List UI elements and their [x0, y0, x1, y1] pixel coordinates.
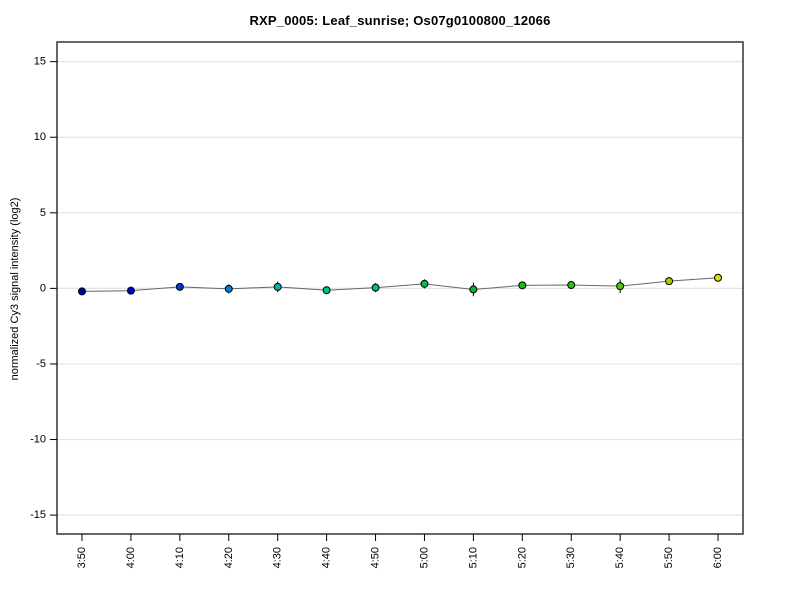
y-tick-label: -10: [30, 434, 46, 446]
x-tick-label: 5:40: [614, 547, 626, 568]
y-tick-label: -5: [36, 358, 46, 370]
data-point: [420, 279, 429, 288]
x-tick-label: 4:30: [272, 547, 284, 568]
data-point: [714, 273, 722, 282]
x-tick-label: 6:00: [712, 547, 724, 568]
data-point: [322, 286, 331, 295]
x-tick-label: 3:50: [76, 547, 88, 568]
data-point: [175, 282, 184, 291]
data-point: [665, 277, 674, 286]
y-tick-label: 15: [34, 56, 46, 68]
series-line: [81, 277, 719, 292]
x-tick-label: 4:40: [321, 547, 333, 568]
data-point: [371, 283, 380, 292]
x-tick-label: 5:00: [418, 547, 430, 568]
y-tick-label: 10: [34, 131, 46, 143]
x-tick-label: 4:50: [370, 547, 382, 568]
y-tick-label: -15: [30, 509, 46, 521]
y-tick-label: 5: [40, 207, 46, 219]
data-point: [126, 286, 135, 295]
data-point: [518, 281, 527, 290]
data-point: [567, 281, 576, 290]
data-point: [78, 287, 86, 296]
x-tick-label: 5:50: [663, 547, 675, 568]
x-tick-label: 5:30: [565, 547, 577, 568]
chart-title: RXP_0005: Leaf_sunrise; Os07g0100800_120…: [249, 13, 551, 28]
x-tick-label: 5:10: [467, 547, 479, 568]
data-point: [273, 282, 282, 291]
x-tick-label: 4:10: [174, 547, 186, 568]
x-tick-label: 5:20: [516, 547, 528, 568]
y-tick-label: 0: [40, 282, 46, 294]
data-point: [469, 285, 478, 294]
data-point: [224, 284, 233, 293]
data-point: [616, 282, 625, 291]
x-tick-label: 4:20: [223, 547, 235, 568]
x-tick-label: 4:00: [125, 547, 137, 568]
